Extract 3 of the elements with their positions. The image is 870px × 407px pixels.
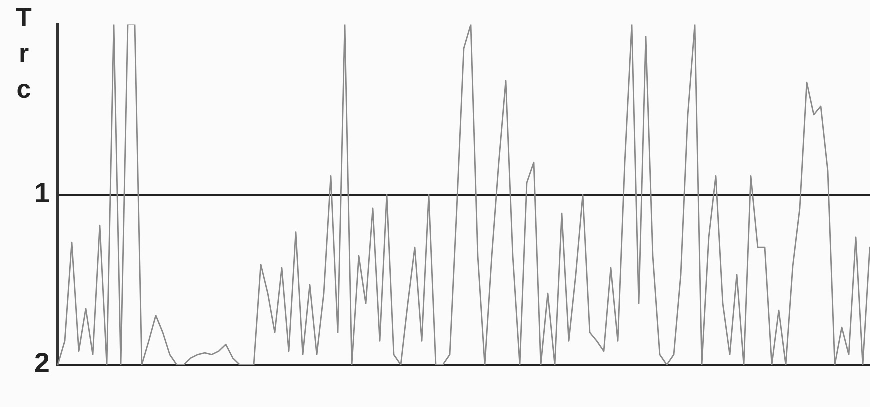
y-axis-title: Trc [8, 2, 39, 110]
y-tick-label: 1 [34, 178, 50, 209]
y-tick-label: 2 [34, 348, 50, 379]
